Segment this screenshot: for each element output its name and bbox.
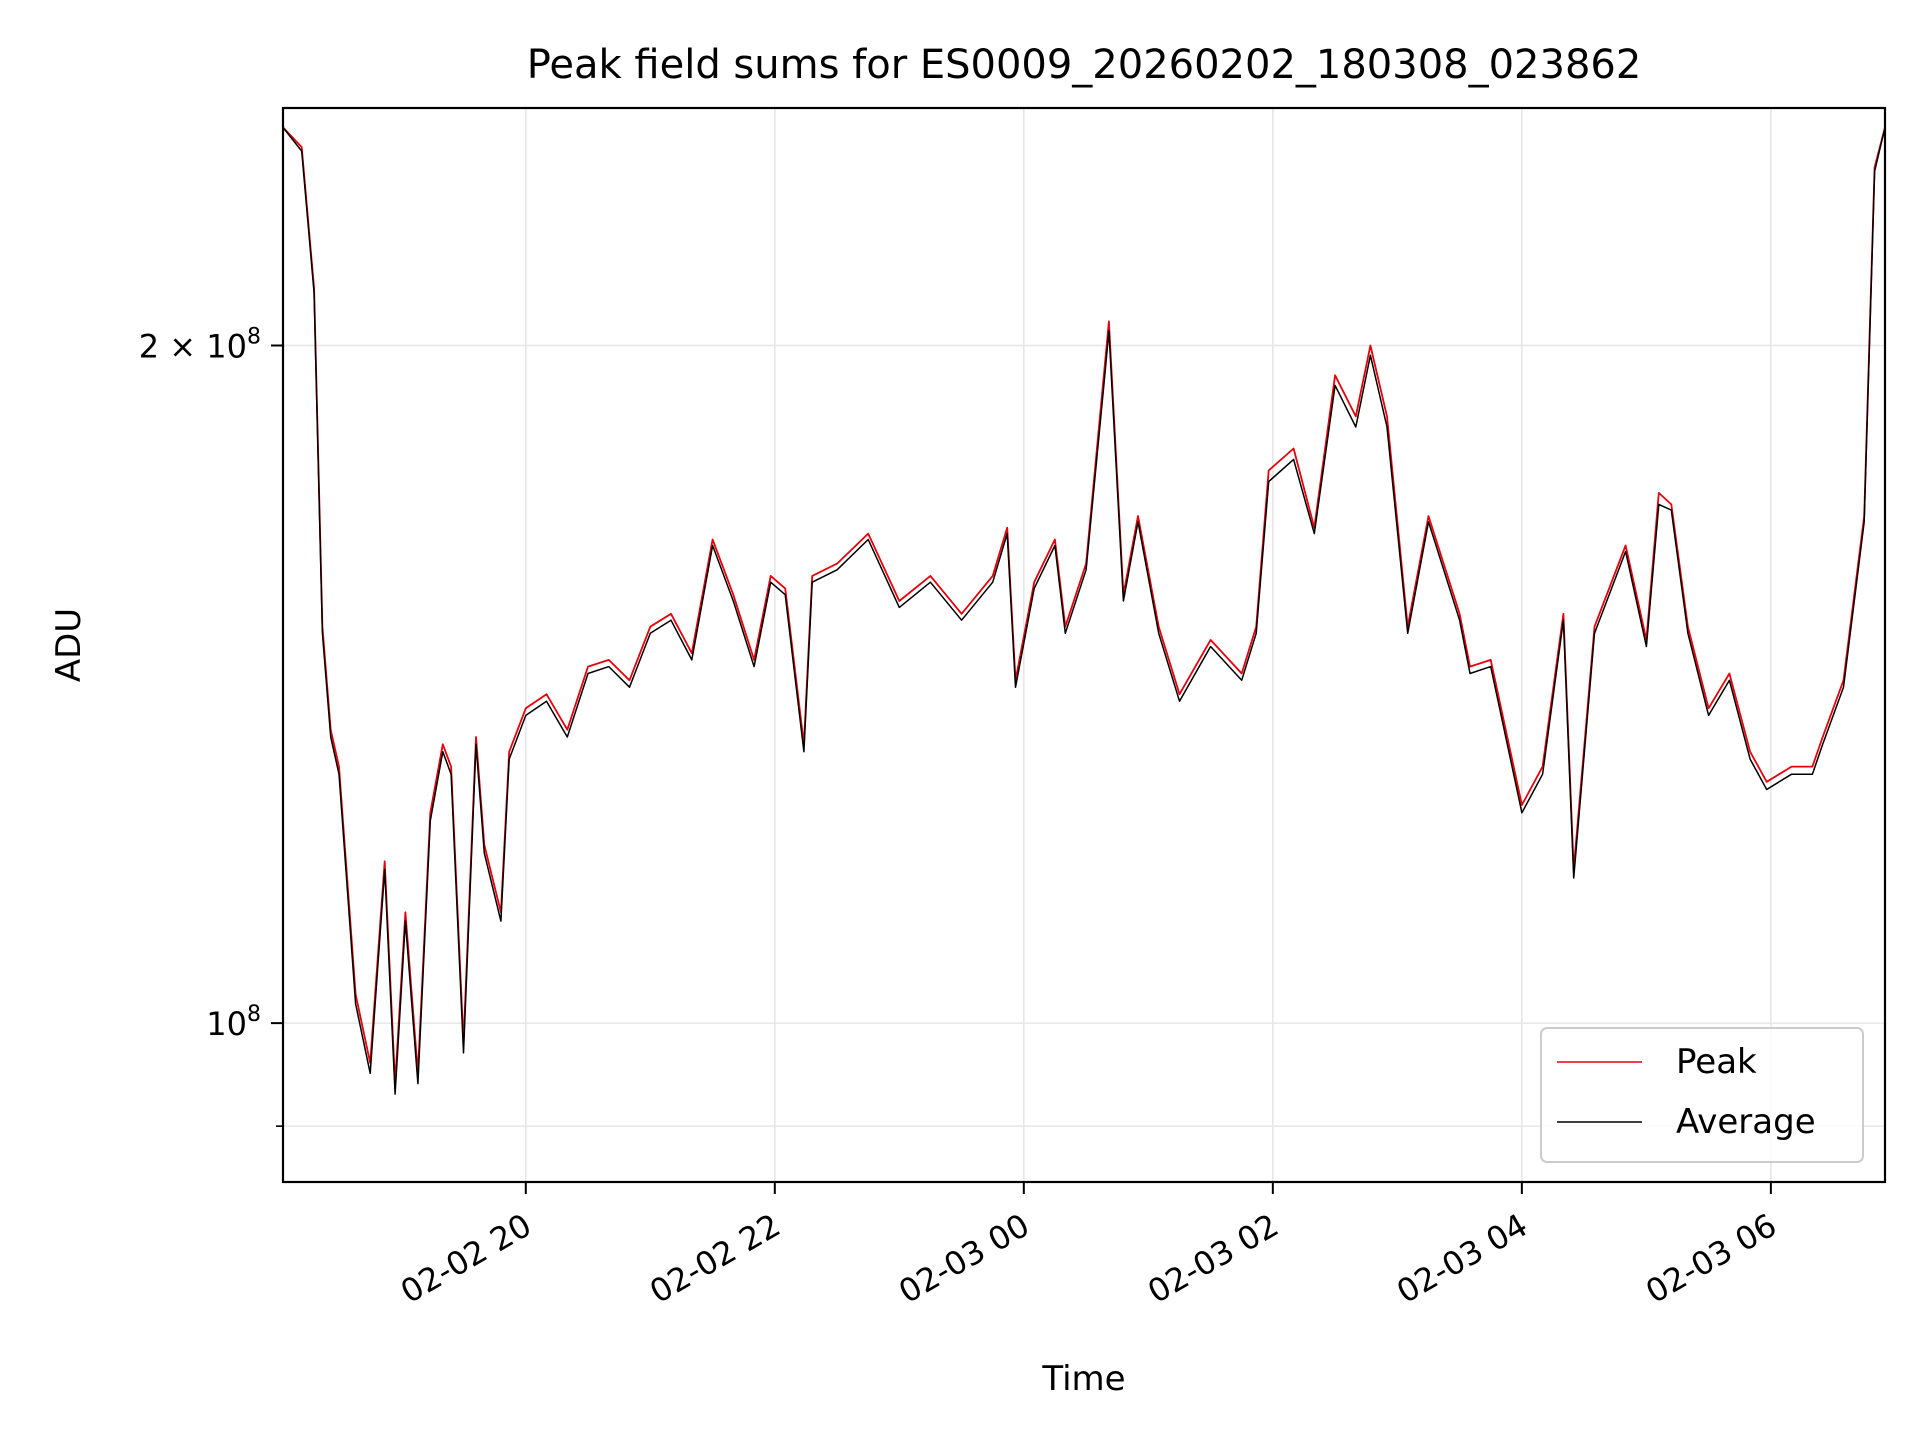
y-tick-base: 10 <box>206 328 247 366</box>
y-axis-label: ADU <box>49 608 89 682</box>
x-axis-label: Time <box>1041 1359 1125 1399</box>
legend-label-peak: Peak <box>1676 1042 1757 1082</box>
y-tick-exponent: 8 <box>247 325 261 350</box>
y-tick-coef: 2 × <box>139 328 207 366</box>
y-tick-label: 108 <box>206 1002 261 1043</box>
series-lines <box>282 126 1886 1095</box>
y-tick-exponent: 8 <box>247 1002 261 1027</box>
y-tick-label: 2 × 108 <box>139 325 261 366</box>
chart-title: Peak field sums for ES0009_20260202_1803… <box>527 42 1642 88</box>
y-tick-base: 10 <box>206 1005 247 1043</box>
grid-lines <box>283 108 1885 1182</box>
legend: Peak Average <box>1540 1027 1864 1163</box>
series-line-average <box>282 126 1886 1095</box>
legend-label-average: Average <box>1676 1102 1816 1142</box>
plot-frame <box>281 106 1887 1184</box>
